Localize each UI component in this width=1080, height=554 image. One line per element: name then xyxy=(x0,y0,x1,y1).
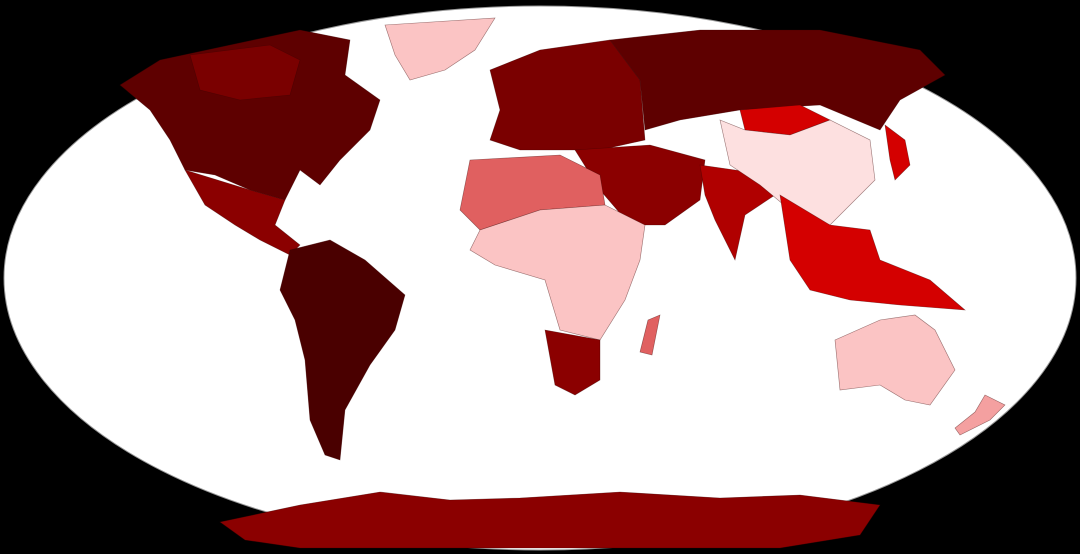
region-central-africa xyxy=(469,204,646,341)
region-middle-east xyxy=(574,144,706,226)
region-north-america xyxy=(119,29,381,201)
region-japan xyxy=(884,124,911,181)
region-russia xyxy=(609,29,946,131)
region-antarctica xyxy=(219,491,881,549)
region-southeast-asia xyxy=(779,194,966,311)
region-southern-africa xyxy=(544,329,601,396)
region-new-zealand xyxy=(954,394,1006,436)
region-canada-north xyxy=(189,44,301,101)
region-madagascar xyxy=(639,314,661,356)
region-china xyxy=(719,119,876,226)
region-greenland xyxy=(384,17,496,81)
region-south-america xyxy=(279,239,406,461)
region-australia xyxy=(834,314,956,406)
